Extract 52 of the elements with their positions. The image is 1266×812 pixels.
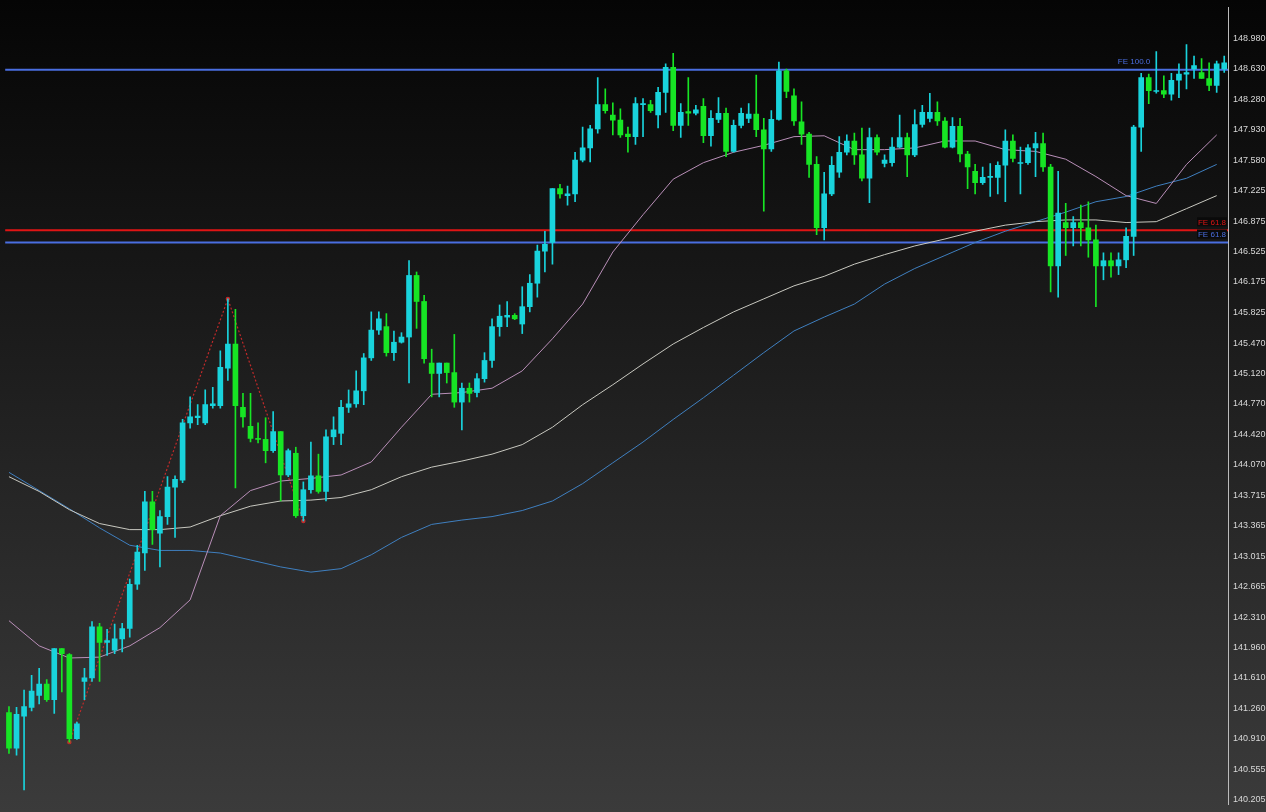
candlestick — [610, 102, 616, 136]
y-tick-label: 140.555 — [1233, 763, 1266, 774]
y-tick-label: 145.120 — [1233, 367, 1266, 378]
candlestick — [255, 422, 261, 444]
candlestick — [1070, 216, 1077, 247]
y-tick-label: 143.715 — [1233, 489, 1266, 500]
y-tick-label: 143.015 — [1233, 550, 1266, 561]
candlestick — [625, 126, 631, 153]
candlestick — [428, 348, 435, 398]
y-tick-label: 144.070 — [1233, 459, 1266, 470]
y-tick-label: 147.225 — [1233, 185, 1266, 196]
candlestick — [21, 689, 27, 791]
candlestick — [1062, 203, 1069, 256]
y-tick-label: 146.175 — [1233, 276, 1266, 287]
y-tick-label: 143.365 — [1233, 520, 1266, 531]
candlestick — [1077, 204, 1084, 247]
candlestick — [542, 230, 548, 273]
y-tick-label: 144.770 — [1233, 398, 1266, 409]
y-tick-label: 147.580 — [1233, 154, 1266, 165]
candlestick — [1176, 63, 1182, 98]
y-tick-label: 144.420 — [1233, 428, 1266, 439]
candlestick — [685, 77, 692, 126]
candlestick — [745, 103, 752, 124]
ref-line-label: FE 61.8 — [1197, 229, 1227, 239]
candlestick — [1161, 75, 1167, 98]
candlestick — [187, 396, 193, 429]
y-tick-label: 142.665 — [1233, 580, 1266, 591]
candlestick — [172, 475, 178, 538]
candlestick — [1108, 252, 1114, 278]
y-tick-label: 140.205 — [1233, 794, 1266, 805]
y-tick-label: 141.960 — [1233, 642, 1266, 653]
y-tick-label: 142.310 — [1233, 611, 1266, 622]
candlestick — [104, 629, 110, 656]
y-tick-label: 148.280 — [1233, 93, 1266, 104]
candlestick — [1191, 55, 1197, 79]
y-tick-label: 148.630 — [1233, 63, 1266, 74]
y-tick-label: 146.525 — [1233, 246, 1266, 257]
ref-line-label: FE 61.8 — [1197, 217, 1227, 227]
y-tick-label: 141.260 — [1233, 702, 1266, 713]
y-tick-label: 146.875 — [1233, 215, 1266, 226]
y-tick-label: 148.980 — [1233, 33, 1266, 44]
candlestick — [640, 98, 646, 137]
candlestick — [760, 118, 767, 212]
y-tick-label: 147.930 — [1233, 124, 1266, 135]
y-tick-label: 145.470 — [1233, 337, 1266, 348]
candlestick — [927, 92, 933, 123]
y-tick-label: 145.825 — [1233, 306, 1266, 317]
candlestick — [1153, 51, 1160, 94]
y-tick-label: 140.910 — [1233, 733, 1266, 744]
ref-line-label: FE 100.0 — [1117, 57, 1151, 67]
y-tick-label: 141.610 — [1233, 672, 1266, 683]
candlestick — [58, 648, 65, 693]
